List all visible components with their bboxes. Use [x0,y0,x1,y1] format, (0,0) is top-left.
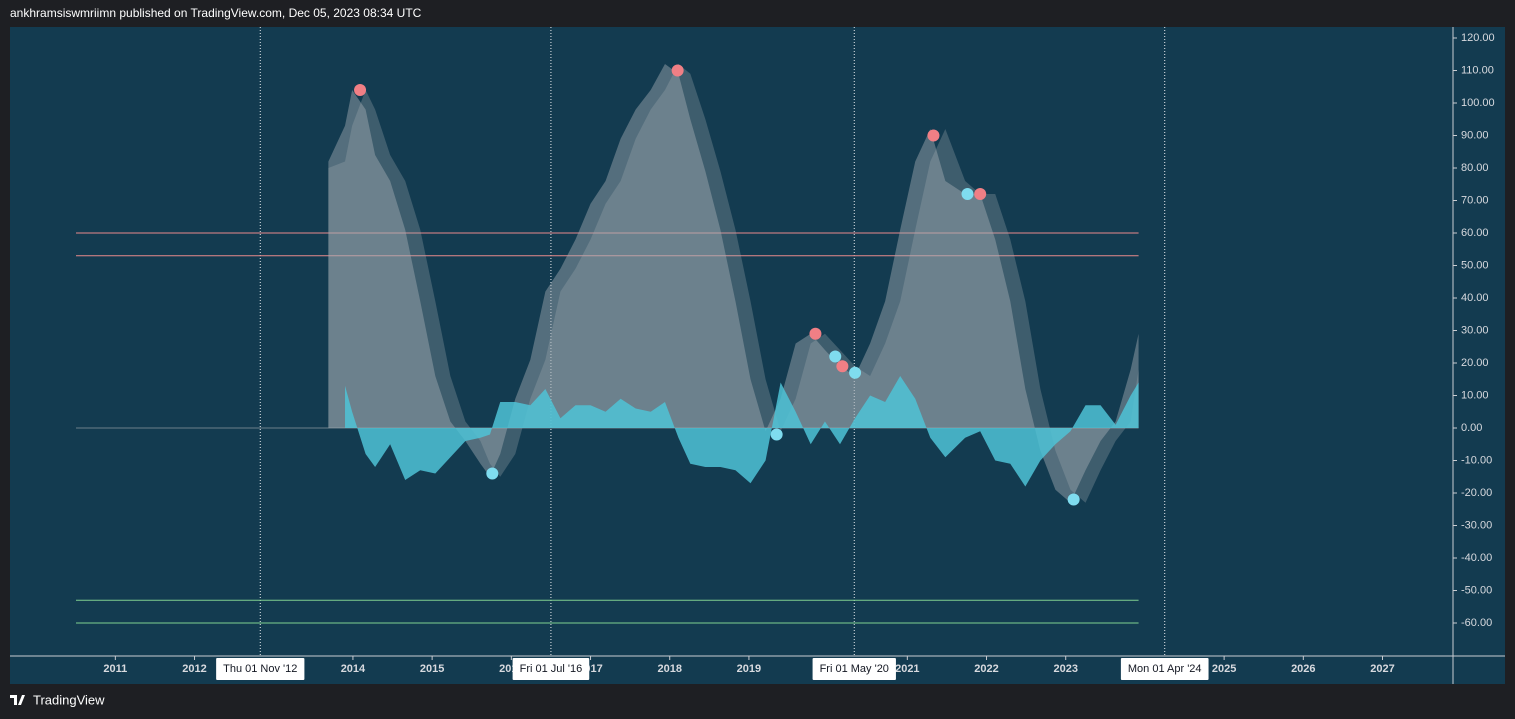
y-tick-label: 40.00 [1461,292,1489,304]
date-label: Fri 01 May '20 [820,663,889,675]
y-tick-label: 10.00 [1461,389,1489,401]
x-tick-label: 2018 [657,663,681,675]
plot-layer: 120.00 110.00 100.00 90.00 80.00 70.00 60.00 50… [76,27,1495,680]
date-label-bg [512,658,590,680]
x-tick-label: 2026 [1291,663,1315,675]
signal-dot [1067,493,1080,506]
x-tick-label: 2022 [974,663,998,675]
y-tick-label: 120.00 [1461,32,1495,44]
signal-dot [961,187,974,200]
y-tick-label: 80.00 [1461,162,1489,174]
plot-background [10,27,1505,684]
x-tick-label: 2021 [895,663,919,675]
date-label: Mon 01 Apr '24 [1128,663,1202,675]
y-tick-label: -10.00 [1461,454,1492,466]
x-tick-label: 2011 [103,663,127,675]
x-tick-label: 2015 [420,663,444,675]
date-label: Thu 01 Nov '12 [223,663,297,675]
area [328,63,1139,503]
y-tick-label: -40.00 [1461,552,1492,564]
y-tick-label: -30.00 [1461,519,1492,531]
area [345,376,1139,487]
y-tick-label: 50.00 [1461,259,1489,271]
y-tick-label: 20.00 [1461,357,1489,369]
x-tick-label: 2023 [1053,663,1077,675]
signal-dot [354,83,367,96]
area [328,63,1139,503]
x-tick-label: 2027 [1370,663,1394,675]
header-text: ankhramsiswmriimn published on TradingVi… [10,6,422,20]
y-tick-label: 110.00 [1461,64,1494,76]
signal-dot [974,187,987,200]
y-tick-label: 90.00 [1461,129,1489,141]
brand: TradingView [33,692,105,707]
y-tick-label: 70.00 [1461,194,1489,206]
x-tick-label: 2025 [1212,663,1236,675]
logo [10,695,25,705]
signal-dot [829,350,842,363]
y-tick-label: -60.00 [1461,617,1492,629]
y-tick-label: -50.00 [1461,584,1492,596]
y-tick-label: 0.00 [1461,422,1482,434]
signal-dot [809,327,822,340]
y-tick-label: 30.00 [1461,324,1489,336]
x-tick-label: 2014 [341,663,366,675]
signal-dot [927,129,940,142]
y-tick-label: 60.00 [1461,227,1489,239]
signal-dot [770,428,783,441]
x-tick-label: 2012 [182,663,206,675]
x-tick-label: 2019 [737,663,761,675]
signal-dot [486,467,499,480]
y-tick-label: 100.00 [1461,97,1495,109]
signal-dot [671,64,684,77]
date-label: Fri 01 Jul '16 [520,663,583,675]
signal-dot [849,366,862,379]
y-tick-label: -20.00 [1461,487,1492,499]
date-label-bg [216,658,305,680]
signal-dot [836,360,849,373]
date-label-bg [1120,658,1209,680]
date-label-bg [812,658,896,680]
